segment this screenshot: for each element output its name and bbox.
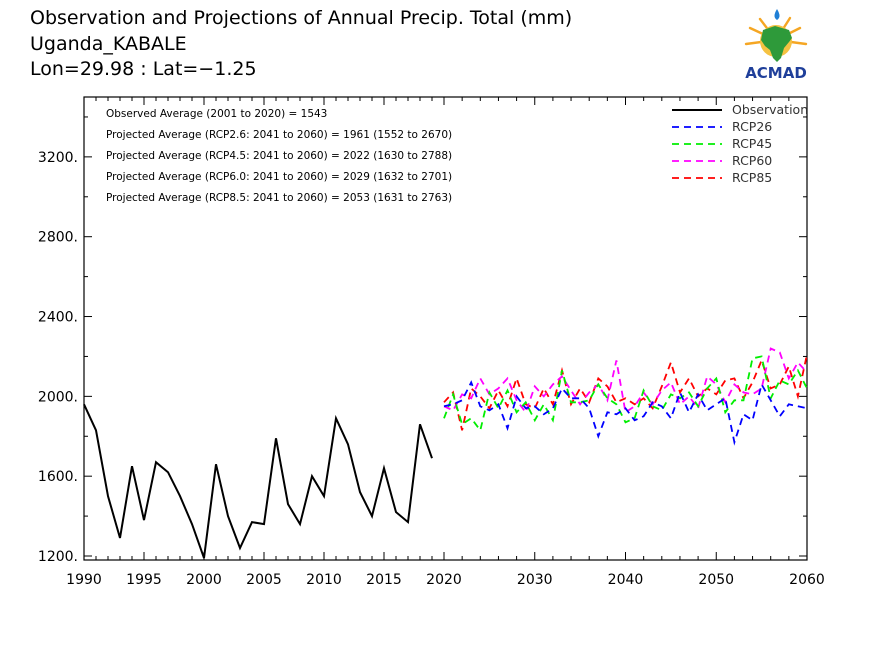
y-tick-label: 1200. bbox=[38, 549, 78, 565]
chart-subtitle-location: Uganda_KABALE bbox=[30, 33, 187, 55]
y-tick-label: 1600. bbox=[38, 469, 78, 485]
series-line-rcp85 bbox=[443, 354, 808, 431]
logo-africa-map-icon bbox=[761, 26, 792, 62]
chart-title: Observation and Projections of Annual Pr… bbox=[30, 7, 573, 29]
logo-wordmark: ACMAD bbox=[745, 64, 807, 82]
x-tick-label: 2005 bbox=[246, 572, 282, 588]
plot-area-frame bbox=[83, 96, 808, 561]
annotation-line: Observed Average (2001 to 2020) = 1543 bbox=[106, 108, 327, 120]
legend-label: Observation bbox=[732, 102, 808, 117]
series-line-rcp60 bbox=[443, 347, 808, 415]
x-tick-label: 2010 bbox=[306, 572, 342, 588]
annotation-block: Observed Average (2001 to 2020) = 1543 Pr… bbox=[106, 108, 452, 204]
annotation-line: Projected Average (RCP8.5: 2041 to 2060)… bbox=[106, 192, 452, 204]
x-tick-label: 2040 bbox=[608, 572, 644, 588]
x-axis: 1990 1995 2000 2005 2010 2015 2020 2030 2040 2050… bbox=[66, 97, 825, 588]
legend-label: RCP60 bbox=[732, 153, 772, 168]
annotation-line: Projected Average (RCP4.5: 2041 to 2060)… bbox=[106, 150, 452, 162]
y-tick-label: 3200. bbox=[38, 150, 78, 166]
x-tick-label: 2060 bbox=[789, 572, 825, 588]
series-line-rcp26 bbox=[443, 380, 808, 446]
y-tick-label: 2800. bbox=[38, 230, 78, 246]
annotation-line: Projected Average (RCP2.6: 2041 to 2060)… bbox=[106, 129, 452, 141]
y-axis: 1200. 1600. 2000. 2400. 2800. 3200. bbox=[38, 116, 807, 565]
acmad-logo: ACMAD bbox=[744, 9, 808, 82]
y-tick-label: 2000. bbox=[38, 389, 78, 405]
legend: Observation RCP26 RCP45 RCP60 RCP85 bbox=[672, 102, 808, 185]
y-tick-label: 2400. bbox=[38, 310, 78, 326]
series-layer bbox=[83, 347, 808, 559]
series-line-observation bbox=[83, 403, 433, 559]
x-tick-label: 2030 bbox=[517, 572, 553, 588]
series-line-rcp45 bbox=[443, 355, 808, 433]
x-tick-label: 2000 bbox=[186, 572, 222, 588]
x-tick-label: 1995 bbox=[126, 572, 162, 588]
legend-label: RCP26 bbox=[732, 119, 772, 134]
x-tick-label: 1990 bbox=[66, 572, 102, 588]
legend-label: RCP85 bbox=[732, 170, 772, 185]
x-tick-label: 2050 bbox=[698, 572, 734, 588]
x-tick-label: 2020 bbox=[426, 572, 462, 588]
legend-label: RCP45 bbox=[732, 136, 772, 151]
logo-water-drop-icon bbox=[774, 9, 780, 20]
x-tick-label: 2015 bbox=[366, 572, 402, 588]
annotation-line: Projected Average (RCP6.0: 2041 to 2060)… bbox=[106, 171, 452, 183]
chart-subtitle-coordinates: Lon=29.98 : Lat=−1.25 bbox=[30, 58, 257, 80]
